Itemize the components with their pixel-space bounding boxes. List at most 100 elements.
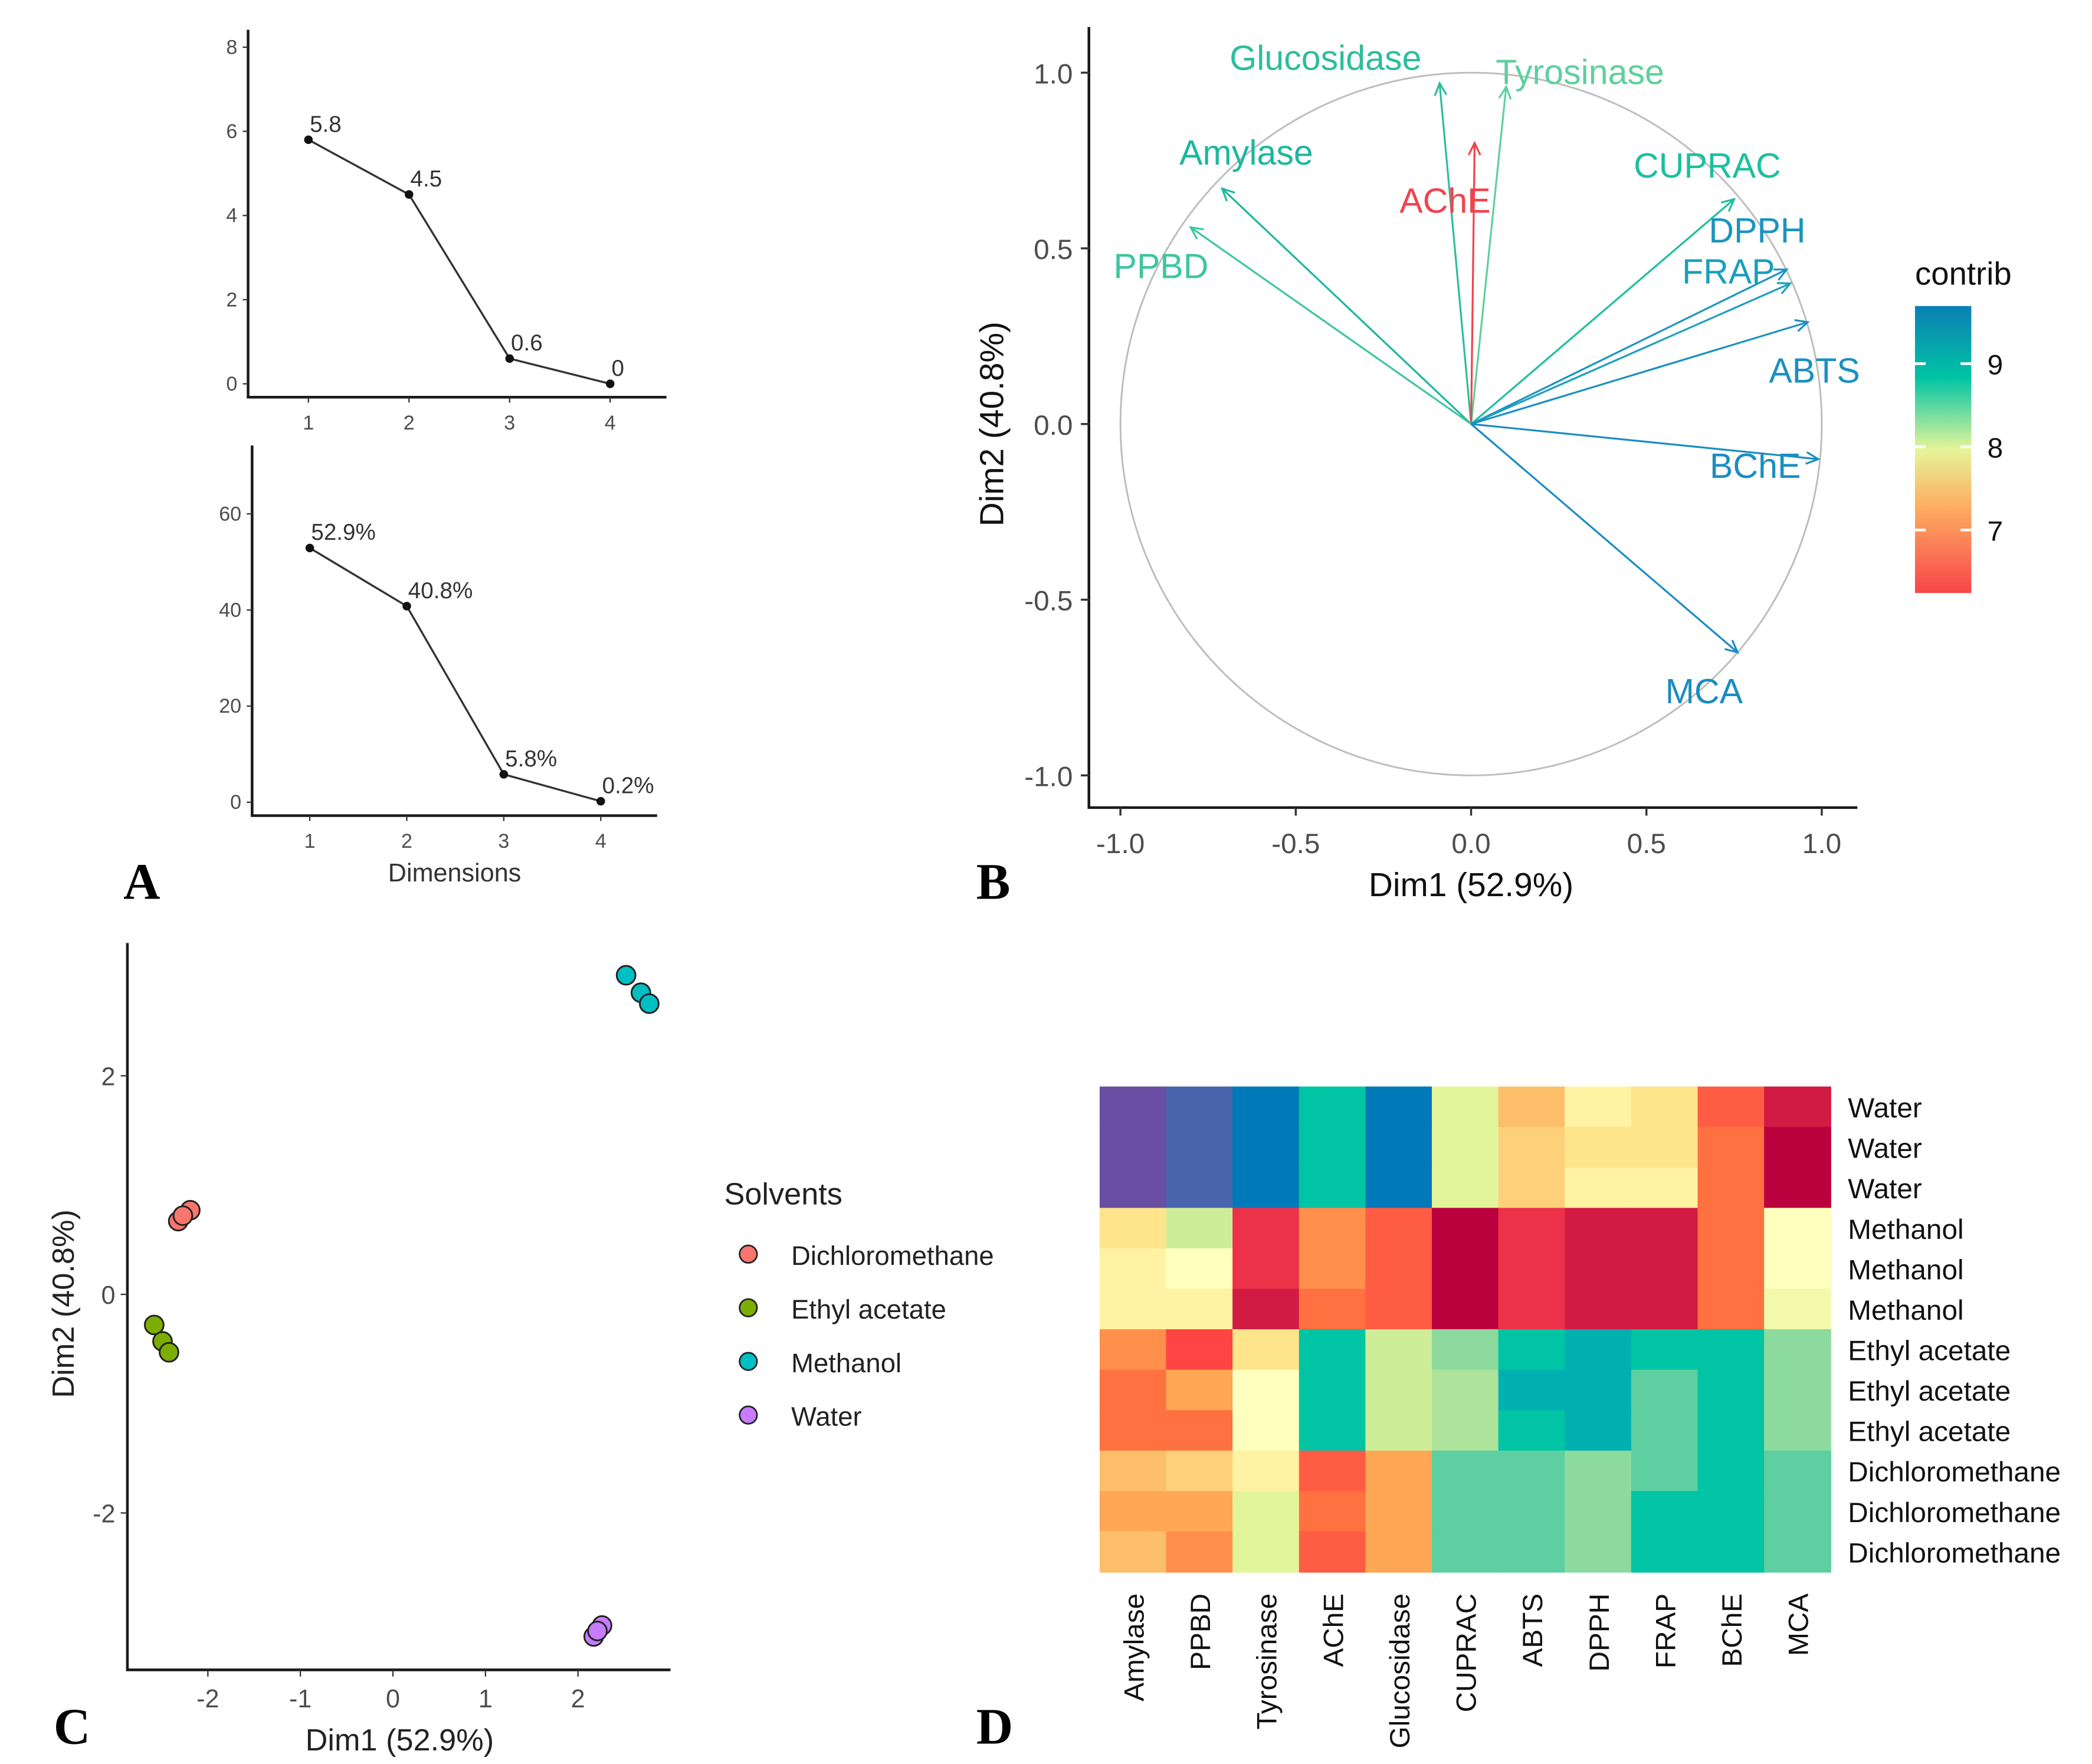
data-point (587, 1621, 608, 1641)
heatmap-cell (1697, 1208, 1765, 1250)
x-tick-label: 0.0 (1451, 828, 1490, 860)
heatmap-cell (1764, 1288, 1831, 1330)
heatmap-cell (1099, 1127, 1167, 1168)
x-tick-label: 0.5 (1627, 828, 1666, 860)
heatmap-cell (1365, 1208, 1433, 1250)
scree-point (605, 379, 615, 388)
panel-label-d: D (976, 1698, 1013, 1755)
heatmap-cell (1166, 1531, 1234, 1573)
row-label: Dichloromethane (1848, 1457, 2061, 1488)
heatmap-cell (1697, 1167, 1765, 1209)
heatmap-cell (1498, 1531, 1566, 1573)
arrow-head (1189, 226, 1204, 240)
heatmap-cell (1498, 1329, 1566, 1370)
heatmap-cell (1166, 1329, 1234, 1370)
heatmap-cell (1764, 1086, 1831, 1128)
heatmap-cell (1166, 1167, 1234, 1209)
variable-label: PPBD (1114, 247, 1209, 286)
y-tick-label: 40 (219, 599, 241, 621)
variable-label: DPPH (1709, 211, 1805, 250)
heatmap-cell (1232, 1167, 1300, 1209)
heatmap-cell (1631, 1127, 1698, 1168)
row-label: Methanol (1848, 1214, 1963, 1245)
heatmap-cell (1099, 1329, 1167, 1370)
heatmap-cell (1631, 1248, 1698, 1290)
variable-arrow (1470, 86, 1507, 424)
arrow-head (1220, 187, 1235, 202)
heatmap-cell (1631, 1531, 1698, 1573)
data-label: 5.8% (505, 746, 557, 772)
row-label: Water (1848, 1173, 1922, 1205)
heatmap-cell (1565, 1167, 1632, 1209)
x-tick-label: 4 (595, 830, 606, 853)
heatmap-cell (1498, 1369, 1566, 1411)
y-tick-label: -1.0 (1024, 761, 1073, 792)
axis-lines (1087, 27, 1858, 809)
heatmap-cell (1498, 1086, 1566, 1128)
row-label: Water (1848, 1133, 1922, 1165)
scree-point (499, 770, 509, 779)
heatmap-cell (1166, 1369, 1234, 1411)
arrow-head (1794, 319, 1810, 332)
heatmap-cell (1432, 1329, 1499, 1370)
x-tick-label: -2 (196, 1685, 219, 1713)
row-label: Ethyl acetate (1848, 1417, 2011, 1448)
heatmap-cell (1365, 1288, 1433, 1330)
heatmap-cell (1299, 1369, 1366, 1411)
heatmap-cell (1299, 1127, 1366, 1168)
y-tick-label: 1.0 (1034, 58, 1073, 90)
heatmap-cell (1365, 1369, 1433, 1411)
data-point (143, 1314, 165, 1336)
heatmap-cell (1764, 1127, 1831, 1168)
panel-label-a: A (123, 853, 160, 910)
y-tick-label: 60 (219, 503, 241, 525)
x-axis-label: Dimensions (388, 859, 522, 887)
legend-key (739, 1298, 758, 1317)
heatmap-cell (1232, 1127, 1300, 1168)
heatmap-cell (1565, 1410, 1632, 1451)
heatmap-cell (1697, 1288, 1765, 1330)
colorbar-tick-label: 7 (1988, 516, 2004, 547)
legend-label: Dichloromethane (791, 1241, 994, 1271)
column-label: DPPH (1584, 1593, 1615, 1672)
variable-arrow (1221, 188, 1472, 425)
column-label: Amylase (1119, 1593, 1150, 1701)
heatmap-cell (1365, 1491, 1433, 1533)
colorbar-tick-label: 9 (1988, 350, 2004, 381)
legend-label: Methanol (791, 1348, 901, 1378)
heatmap-cell (1498, 1450, 1566, 1492)
heatmap-cell (1498, 1167, 1566, 1209)
heatmap-cell (1166, 1208, 1234, 1250)
heatmap-cell (1365, 1127, 1433, 1168)
heatmap-cell (1232, 1248, 1300, 1290)
legend-label: Ethyl acetate (791, 1294, 946, 1324)
heatmap-cell (1299, 1208, 1366, 1250)
heatmap-cell (1365, 1167, 1433, 1209)
heatmap-cell (1232, 1410, 1300, 1451)
heatmap-cell (1232, 1086, 1300, 1128)
legend-key (739, 1405, 758, 1425)
column-label: Tyrosinase (1252, 1593, 1283, 1730)
heatmap-cell (1299, 1288, 1366, 1330)
row-label: Dichloromethane (1848, 1497, 2061, 1529)
heatmap-cell (1498, 1491, 1566, 1533)
heatmap-cell (1099, 1248, 1167, 1290)
variable-label: BChE (1710, 446, 1801, 486)
column-label: Glucosidase (1385, 1593, 1416, 1749)
heatmap-cell (1498, 1127, 1566, 1168)
heatmap-cell (1099, 1208, 1167, 1250)
y-tick-label: 0 (230, 791, 241, 814)
scree-point (405, 190, 414, 199)
heatmap-cell (1166, 1450, 1234, 1492)
variable-arrow (1471, 321, 1808, 425)
heatmap-cell (1365, 1450, 1433, 1492)
colorbar-tick-label: 8 (1988, 433, 2004, 464)
heatmap-cell (1697, 1329, 1765, 1370)
row-label: Methanol (1848, 1254, 1963, 1286)
heatmap-cell (1232, 1531, 1300, 1573)
scree-line (307, 139, 611, 385)
heatmap-cell (1166, 1288, 1234, 1330)
scree-variance-chart: 0 20 40 60 1 2 3 4 52.9% 40.8% 5.8% 0.2% Dimensions (219, 445, 657, 887)
variable-label: Tyrosinase (1496, 52, 1664, 91)
correlation-circle-chart: -1.0 -0.5 0.0 0.5 1.0 -1.0 -0.5 0.0 0.5 1.0 Dim1 (… (973, 27, 2012, 904)
